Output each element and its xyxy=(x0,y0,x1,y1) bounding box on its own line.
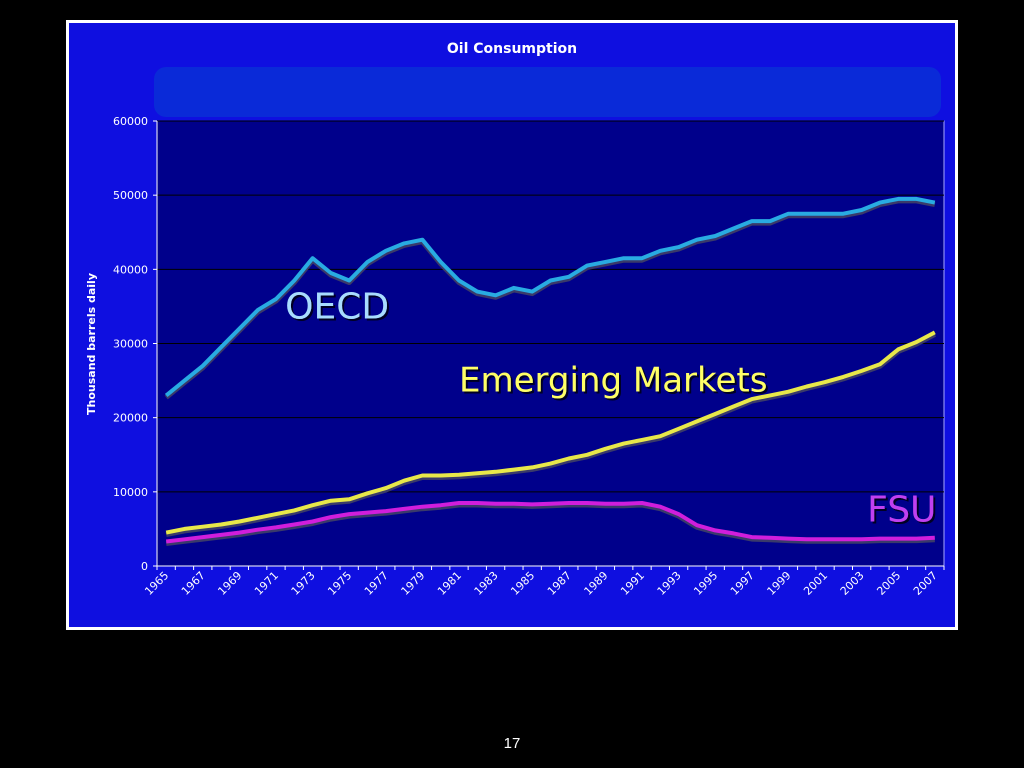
x-tick-label: 1977 xyxy=(362,569,391,598)
y-tick-label: 60000 xyxy=(113,115,148,128)
x-tick-label: 1973 xyxy=(289,569,318,598)
x-tick-label: 1965 xyxy=(142,569,171,598)
x-tick-label: 1983 xyxy=(472,569,501,598)
x-tick-label: 1971 xyxy=(252,569,281,598)
x-tick-label: 1969 xyxy=(215,569,244,598)
legend-box xyxy=(154,67,941,117)
x-tick-label: 1995 xyxy=(691,569,720,598)
series-label-oecd: OECD xyxy=(285,286,389,327)
x-tick-label: 1975 xyxy=(325,569,354,598)
y-tick-label: 50000 xyxy=(113,189,148,202)
y-tick-label: 30000 xyxy=(113,338,148,351)
chart-frame: Oil Consumption Thousand barrels daily 0… xyxy=(66,20,958,630)
slide-number: 17 xyxy=(503,735,521,752)
x-tick-label: 2001 xyxy=(801,569,830,598)
series-line-oecd xyxy=(164,196,936,397)
oil-consumption-chart: Oil Consumption Thousand barrels daily 0… xyxy=(85,41,945,598)
x-tick-label: 1991 xyxy=(618,569,647,598)
x-tick-label: 1997 xyxy=(728,569,757,598)
x-tick-label: 1985 xyxy=(508,569,537,598)
x-tick-label: 1989 xyxy=(582,569,611,598)
series-line-fsu xyxy=(165,501,935,544)
x-tick-label: 2003 xyxy=(838,569,867,598)
x-tick-label: 1999 xyxy=(765,569,794,598)
y-tick-label: 0 xyxy=(141,560,148,573)
x-tick-label: 2007 xyxy=(911,569,940,598)
y-tick-label: 40000 xyxy=(113,263,148,276)
x-tick-label: 1981 xyxy=(435,569,464,598)
x-tick-label: 1993 xyxy=(655,569,684,598)
x-tick-label: 1967 xyxy=(179,569,208,598)
y-axis-label: Thousand barrels daily xyxy=(85,273,98,415)
series-label-emerging-markets: Emerging Markets xyxy=(459,361,767,401)
chart-title: Oil Consumption xyxy=(447,41,577,57)
series-label-fsu: FSU xyxy=(867,490,936,531)
series-line-emerging-markets xyxy=(165,330,936,535)
x-tick-label: 1979 xyxy=(399,569,428,598)
y-tick-label: 20000 xyxy=(113,412,148,425)
y-tick-label: 10000 xyxy=(113,486,148,499)
x-tick-label: 2005 xyxy=(874,569,903,598)
x-tick-label: 1987 xyxy=(545,569,574,598)
